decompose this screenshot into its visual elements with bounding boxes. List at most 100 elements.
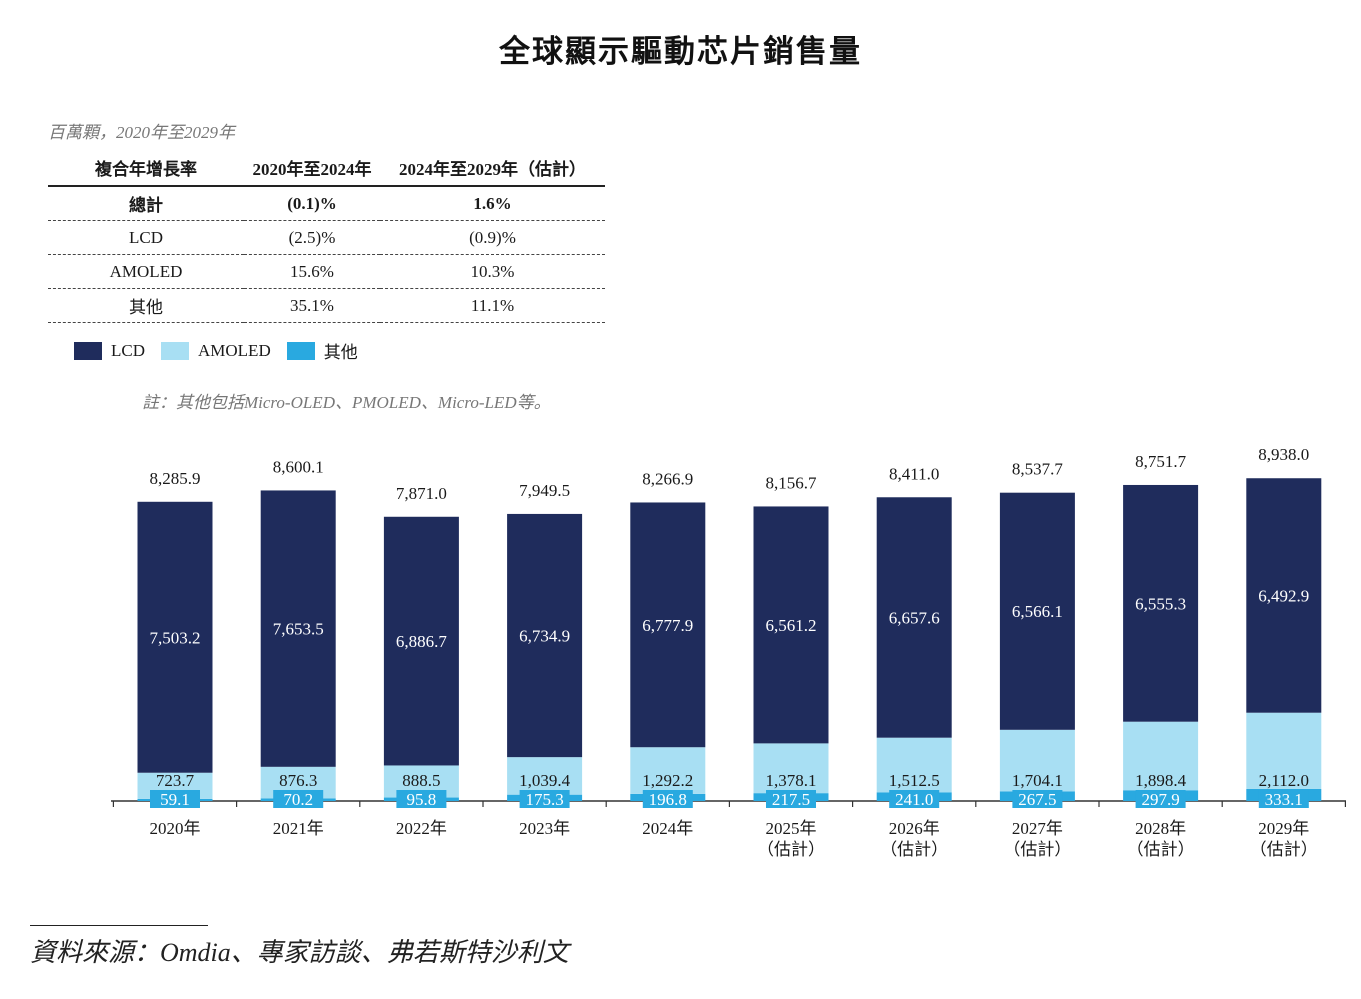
bar-label-other: 333.1 bbox=[1265, 790, 1303, 809]
bar-segment-lcd bbox=[753, 506, 829, 744]
cagr-row-lcd: LCD (2.5)% (0.9)% bbox=[48, 220, 605, 255]
bar-label-lcd: 7,653.5 bbox=[273, 620, 324, 639]
x-tick-label: （估計） bbox=[1250, 840, 1318, 859]
x-tick-label: 2028年 bbox=[1135, 819, 1186, 838]
bar-total-label: 8,537.7 bbox=[1012, 460, 1064, 479]
bar-segment-lcd bbox=[137, 501, 213, 773]
bar-segment-lcd bbox=[1246, 478, 1322, 713]
bar-label-other: 297.9 bbox=[1141, 790, 1179, 809]
bar-label-amoled: 1,039.4 bbox=[519, 771, 571, 790]
bar-total-label: 8,285.9 bbox=[150, 469, 201, 488]
cagr-value: (0.1)% bbox=[244, 186, 380, 221]
bar-segment-lcd bbox=[630, 502, 706, 748]
unit-note: 百萬顆，2020年至2029年 bbox=[48, 123, 235, 142]
bar-total-label: 7,871.0 bbox=[396, 484, 447, 503]
bar-segment-amoled bbox=[999, 729, 1075, 792]
bar-segment-amoled bbox=[507, 757, 583, 795]
x-tick-label: 2027年 bbox=[1012, 819, 1063, 838]
cagr-value: 10.3% bbox=[380, 254, 605, 289]
bar-segment-lcd bbox=[260, 490, 336, 767]
legend-label-amoled: AMOLED bbox=[198, 340, 271, 360]
cagr-row-label: LCD bbox=[48, 220, 244, 255]
bar-segment-amoled bbox=[1123, 721, 1199, 791]
bar-label-other: 196.8 bbox=[649, 790, 687, 809]
bar-total-label: 7,949.5 bbox=[519, 481, 570, 500]
cagr-value: (0.9)% bbox=[380, 220, 605, 255]
bar-label-other: 217.5 bbox=[772, 790, 810, 809]
bar-label-amoled: 2,112.0 bbox=[1259, 771, 1309, 790]
chart-title: 全球顯示驅動芯片銷售量 bbox=[499, 34, 862, 70]
bar-total-label: 8,938.0 bbox=[1258, 445, 1309, 464]
cagr-value: 1.6% bbox=[380, 186, 605, 221]
legend-item-other: 其他 bbox=[286, 338, 358, 363]
bar-label-bg-other bbox=[1258, 790, 1309, 808]
legend-item-lcd: LCD bbox=[74, 341, 145, 361]
cagr-value: (2.5)% bbox=[244, 220, 380, 255]
bar-segment-amoled bbox=[753, 743, 829, 794]
bar-total-label: 8,751.7 bbox=[1135, 452, 1187, 471]
bar-label-other: 59.1 bbox=[160, 790, 190, 809]
chart-legend: LCD AMOLED 其他 bbox=[74, 338, 374, 363]
bar-total-label: 8,600.1 bbox=[273, 457, 324, 476]
footnote: 註：其他包括Micro-OLED、PMOLED、Micro-LED等。 bbox=[142, 393, 551, 412]
bar-segment-amoled bbox=[630, 747, 706, 794]
x-tick-label: 2024年 bbox=[642, 819, 693, 838]
bar-label-bg-other bbox=[273, 790, 324, 808]
cagr-value: 15.6% bbox=[244, 254, 380, 289]
bar-label-bg-other bbox=[1135, 790, 1186, 808]
bar-segment-amoled bbox=[876, 737, 952, 793]
x-tick-label: 2026年 bbox=[889, 819, 940, 838]
bar-label-amoled: 1,898.4 bbox=[1135, 771, 1187, 790]
cagr-table: 複合年增長率 2020年至2024年 2024年至2029年（估計） 總計 (0… bbox=[48, 150, 605, 323]
bar-segment-lcd bbox=[1123, 484, 1199, 722]
x-tick-label: 2020年 bbox=[150, 819, 201, 838]
x-tick-label: （估計） bbox=[757, 840, 825, 859]
bar-label-amoled: 888.5 bbox=[402, 771, 440, 790]
bar-label-amoled: 1,512.5 bbox=[889, 771, 940, 790]
cagr-row-amoled: AMOLED 15.6% 10.3% bbox=[48, 254, 605, 289]
bar-total-label: 8,411.0 bbox=[889, 464, 939, 483]
legend-swatch-amoled bbox=[161, 341, 189, 360]
cagr-value: 35.1% bbox=[244, 288, 380, 323]
bar-label-other: 175.3 bbox=[525, 790, 563, 809]
bar-label-lcd: 6,566.1 bbox=[1012, 602, 1063, 621]
bar-label-bg-other bbox=[642, 790, 693, 808]
bar-segment-amoled bbox=[1246, 712, 1322, 789]
x-tick-label: 2025年 bbox=[766, 819, 817, 838]
cagr-header-period-2: 2024年至2029年（估計） bbox=[380, 150, 605, 187]
cagr-row-label: 總計 bbox=[48, 186, 244, 221]
source-divider bbox=[30, 925, 208, 926]
legend-swatch-lcd bbox=[74, 341, 102, 360]
bar-label-other: 95.8 bbox=[407, 790, 437, 809]
bar-label-lcd: 6,561.2 bbox=[766, 616, 817, 635]
bar-label-bg-other bbox=[1012, 790, 1063, 808]
bar-total-label: 8,156.7 bbox=[766, 473, 818, 492]
cagr-header-row: 複合年增長率 2020年至2024年 2024年至2029年（估計） bbox=[48, 150, 605, 187]
x-tick-label: 2021年 bbox=[273, 819, 324, 838]
bar-total-label: 8,266.9 bbox=[642, 469, 693, 488]
bar-label-bg-other bbox=[519, 790, 570, 808]
cagr-header-period-1: 2020年至2024年 bbox=[244, 150, 380, 187]
x-tick-label: （估計） bbox=[880, 840, 948, 859]
bar-label-lcd: 6,777.9 bbox=[642, 616, 693, 635]
bar-label-bg-other bbox=[396, 790, 447, 808]
bar-label-lcd: 6,734.9 bbox=[519, 627, 570, 646]
bar-segment-lcd bbox=[507, 513, 583, 758]
x-tick-label: 2022年 bbox=[396, 819, 447, 838]
bar-label-bg-other bbox=[766, 790, 816, 808]
bar-label-lcd: 7,503.2 bbox=[150, 628, 201, 647]
cagr-row-other: 其他 35.1% 11.1% bbox=[48, 288, 605, 323]
legend-item-amoled: AMOLED bbox=[161, 341, 271, 361]
bar-label-lcd: 6,886.7 bbox=[396, 632, 448, 651]
bar-label-lcd: 6,555.3 bbox=[1135, 594, 1186, 613]
bar-label-amoled: 1,378.1 bbox=[766, 771, 817, 790]
bar-label-lcd: 6,492.9 bbox=[1258, 586, 1309, 605]
x-tick-label: 2023年 bbox=[519, 819, 570, 838]
bar-label-amoled: 1,292.2 bbox=[642, 771, 693, 790]
bar-label-other: 241.0 bbox=[895, 790, 933, 809]
bar-segment-lcd bbox=[383, 516, 459, 766]
bar-label-bg-other bbox=[150, 790, 200, 808]
cagr-row-label: AMOLED bbox=[48, 254, 244, 289]
bar-label-bg-other bbox=[889, 790, 940, 808]
